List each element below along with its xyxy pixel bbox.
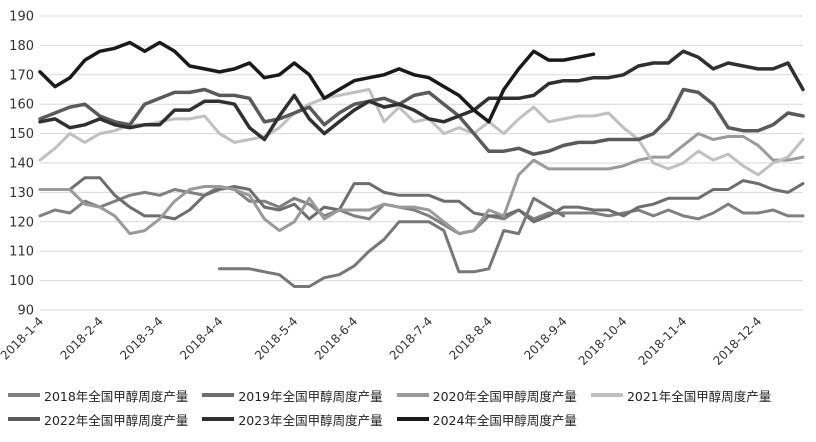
series-line-6 [38, 40, 596, 124]
legend-swatch-2018 [8, 393, 40, 397]
legend-label-2019: 2019年全国甲醇周度产量 [238, 388, 383, 404]
y-tick-label: 90 [17, 304, 34, 319]
legend-item-2018: 2018年全国甲醇周度产量 [8, 386, 188, 405]
series-line-4 [38, 87, 805, 156]
legend-row-1: 2018年全国甲醇周度产量 2019年全国甲醇周度产量 2020年全国甲醇周度产… [8, 386, 785, 404]
legend-label-2022: 2022年全国甲醇周度产量 [44, 412, 189, 428]
legend-label-2020: 2020年全国甲醇周度产量 [432, 388, 577, 404]
legend-row-2: 2022年全国甲醇周度产量 2023年全国甲醇周度产量 2024年全国甲醇周度产… [8, 410, 591, 428]
legend-label-2021: 2021年全国甲醇周度产量 [626, 388, 772, 404]
x-tick-label: 2018-4-4 [177, 314, 225, 362]
legend-item-2022: 2022年全国甲醇周度产量 [8, 410, 188, 429]
series-line-2 [38, 132, 805, 236]
y-tick-label: 190 [9, 10, 34, 25]
line-chart: 90 100 110 120 130 140 150 160 170 180 190 2018-1-… [0, 10, 805, 368]
x-tick-label: 2018-6-4 [312, 314, 360, 362]
legend-item-2020: 2020年全国甲醇周度产量 [396, 386, 577, 405]
x-tick-label: 2018-11-4 [636, 314, 690, 368]
legend-label-2023: 2023年全国甲醇周度产量 [238, 412, 383, 428]
x-tick-label: 2018-10-4 [576, 314, 630, 368]
legend-swatch-2020 [396, 393, 429, 397]
series-lines [38, 40, 805, 288]
legend-item-2019: 2019年全国甲醇周度产量 [202, 386, 383, 405]
y-tick-label: 130 [9, 186, 34, 201]
series-line-0 [38, 185, 805, 236]
y-axis-ticks: 90 100 110 120 130 140 150 160 170 180 190 [9, 10, 34, 319]
x-tick-label: 2018-1-4 [0, 314, 46, 362]
legend-item-2021: 2021年全国甲醇周度产量 [590, 386, 772, 405]
y-tick-label: 120 [9, 215, 34, 230]
legend-item-2023: 2023年全国甲醇周度产量 [202, 410, 383, 429]
gridlines [40, 15, 803, 311]
x-tick-label: 2018-9-4 [521, 314, 569, 362]
y-tick-label: 170 [9, 68, 34, 83]
legend-swatch-2019 [202, 393, 235, 397]
x-tick-label: 2018-8-4 [447, 314, 495, 362]
legend-item-2024: 2024年全国甲醇周度产量 [396, 410, 577, 429]
legend-swatch-2021 [590, 393, 623, 397]
legend-swatch-2023 [202, 417, 235, 421]
legend-label-2024: 2024年全国甲醇周度产量 [432, 412, 577, 428]
y-tick-label: 110 [9, 245, 34, 260]
x-tick-label: 2018-5-4 [252, 314, 300, 362]
x-tick-label: 2018-2-4 [58, 314, 106, 362]
legend-swatch-2024 [396, 417, 429, 421]
y-tick-label: 160 [9, 98, 34, 113]
legend-swatch-2022 [8, 417, 40, 421]
x-tick-label: 2018-7-4 [387, 314, 435, 362]
y-tick-label: 100 [9, 274, 34, 289]
y-tick-label: 140 [9, 157, 34, 172]
series-line-3 [38, 88, 805, 177]
legend-label-2018: 2018年全国甲醇周度产量 [44, 388, 189, 404]
x-tick-label: 2018-3-4 [117, 314, 165, 362]
y-tick-label: 180 [9, 39, 34, 54]
series-line-7 [218, 196, 566, 288]
x-axis-ticks: 2018-1-4 2018-2-4 2018-3-4 2018-4-4 2018-5-4… [0, 314, 764, 368]
series-line-1 [38, 176, 805, 224]
x-tick-label: 2018-12-4 [710, 314, 764, 368]
series-line-5 [38, 49, 805, 142]
y-tick-label: 150 [9, 127, 34, 142]
